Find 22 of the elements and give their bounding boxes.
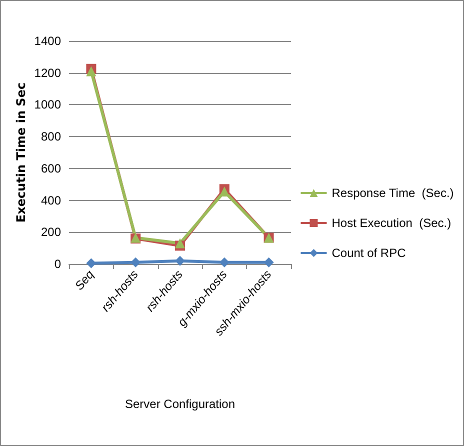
legend-label: Response Time (Sec.): [332, 186, 454, 200]
y-tick-label: 400: [40, 193, 62, 208]
point: [175, 238, 185, 248]
y-tick-label: 0: [54, 257, 62, 271]
y-tick-label: 1200: [34, 66, 62, 80]
point: [264, 257, 274, 268]
point: [175, 256, 185, 266]
legend-label: Count of RPC: [332, 246, 406, 260]
y-tick-label: 800: [40, 130, 62, 144]
y-tick-label: 200: [40, 225, 62, 240]
y-tick-label: 1000: [34, 98, 62, 112]
y-tick-label: 600: [40, 161, 62, 176]
point: [130, 257, 141, 268]
x-tick-label: Seq: [72, 267, 97, 293]
y-tick-label: 1400: [34, 34, 62, 48]
point: [86, 66, 96, 76]
x-axis-title: Server Configuration: [124, 397, 236, 411]
point: [219, 186, 230, 197]
legend-label: Host Execution (Sec.): [332, 216, 452, 230]
point: [86, 258, 96, 268]
y-axis-title: Executin Time in Sec: [14, 82, 28, 223]
point: [219, 257, 230, 268]
